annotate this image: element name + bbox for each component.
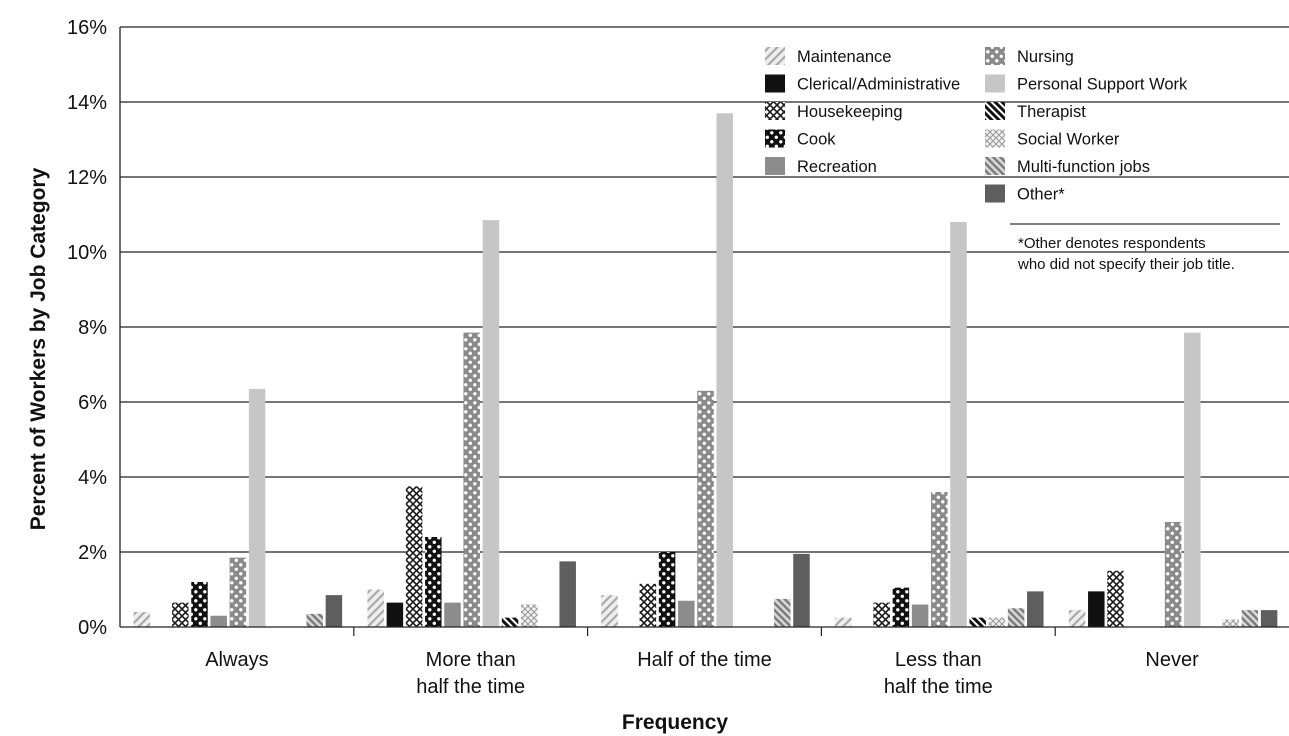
x-category-label: Half of the time — [637, 649, 772, 671]
y-tick-label: 10% — [67, 242, 107, 264]
bar-personal-support-work — [482, 220, 500, 627]
y-tick-label: 12% — [67, 167, 107, 189]
legend-swatch-multi-function-jobs — [985, 157, 1005, 175]
bar-multi-function-jobs — [1241, 610, 1259, 627]
bar-personal-support-work — [1184, 332, 1201, 627]
bar-therapist — [501, 617, 519, 627]
bar-maintenance — [1068, 610, 1086, 627]
bar-multi-function-jobs — [1007, 608, 1025, 627]
bar-cook — [425, 537, 442, 627]
bar-personal-support-work — [716, 113, 733, 627]
footnote-line: who did not specify their job title. — [1017, 256, 1235, 273]
y-tick-label: 6% — [78, 392, 107, 414]
bar-housekeeping — [405, 486, 423, 627]
bar-other — [325, 595, 343, 627]
legend-swatch-therapist — [985, 102, 1005, 120]
legend-swatch-social-worker — [985, 129, 1005, 148]
y-tick-label: 2% — [78, 542, 107, 564]
x-category-label: Less than half the time — [884, 649, 993, 698]
bar-multi-function-jobs — [306, 613, 323, 627]
y-axis-title: Percent of Workers by Job Category — [27, 167, 50, 530]
legend-swatch-personal-support-work — [985, 74, 1005, 93]
y-tick-label: 8% — [78, 317, 107, 339]
bar-recreation — [210, 615, 227, 627]
x-category-label: More than half the time — [416, 649, 525, 698]
legend-swatch-nursing — [985, 47, 1005, 65]
bar-maintenance — [133, 612, 151, 627]
bar-maintenance — [367, 589, 384, 627]
x-axis-title: Frequency — [622, 711, 729, 734]
legend-label-therapist: Therapist — [1017, 103, 1086, 121]
bar-personal-support-work — [248, 388, 266, 627]
x-axis-categories: Always More than half the time Half of the … — [205, 649, 1199, 698]
legend-label-other: Other* — [1017, 186, 1065, 204]
bar-other — [559, 561, 576, 627]
bar-housekeeping — [1107, 570, 1124, 627]
x-category-label: Always — [205, 649, 268, 671]
bar-maintenance — [601, 595, 618, 627]
bars — [133, 113, 1278, 627]
bar-clerical-administrative — [1088, 591, 1105, 627]
legend-swatch-cook — [765, 129, 785, 148]
y-tick-label: 16% — [67, 17, 107, 39]
legend-swatch-recreation — [765, 157, 785, 175]
legend-label-maintenance: Maintenance — [797, 48, 891, 66]
bar-other — [1027, 591, 1044, 627]
bar-housekeeping — [873, 602, 890, 627]
axes — [119, 27, 1289, 636]
bar-nursing — [697, 390, 714, 627]
legend-label-social-worker: Social Worker — [1017, 131, 1120, 149]
bar-therapist — [969, 617, 986, 627]
legend-swatch-other — [985, 184, 1005, 203]
legend-label-cook: Cook — [797, 131, 836, 149]
legend-label-personal-support-work: Personal Support Work — [1017, 76, 1188, 94]
bar-cook — [191, 582, 208, 627]
y-tick-label: 14% — [67, 92, 107, 114]
y-tick-label: 0% — [78, 617, 107, 639]
bar-cook — [892, 587, 910, 627]
bar-other — [793, 553, 810, 627]
bar-social-worker — [1222, 619, 1239, 627]
bar-social-worker — [521, 604, 538, 627]
bar-maintenance — [835, 617, 852, 627]
footnote-line: *Other denotes respondents — [1018, 235, 1206, 252]
legend-swatch-maintenance — [765, 47, 785, 65]
y-axis-ticks: 0% 2% 4% 6% 8% 10% 12% 14% 16% — [67, 17, 107, 639]
bar-cook — [658, 552, 676, 627]
bar-housekeeping — [172, 602, 189, 627]
legend-label-clerical-administrative: Clerical/Administrative — [797, 76, 960, 94]
legend-label-housekeeping: Housekeeping — [797, 103, 903, 121]
x-category-label: Never — [1145, 649, 1199, 671]
bar-housekeeping — [639, 583, 657, 627]
bar-other — [1260, 610, 1278, 627]
bar-recreation — [678, 600, 695, 627]
bar-nursing — [1164, 522, 1182, 627]
bar-clerical-administrative — [386, 602, 404, 627]
bar-recreation — [911, 604, 929, 627]
bar-nursing — [463, 332, 480, 627]
bar-social-worker — [988, 617, 1006, 627]
legend-label-nursing: Nursing — [1017, 48, 1074, 66]
bar-nursing — [931, 492, 948, 627]
bar-recreation — [444, 602, 461, 627]
bar-multi-function-jobs — [774, 598, 791, 627]
legend: Maintenance Clerical/Administrative Housek… — [765, 47, 1280, 273]
legend-swatch-clerical-administrative — [765, 74, 785, 93]
y-tick-label: 4% — [78, 467, 107, 489]
legend-swatch-housekeeping — [765, 102, 785, 120]
legend-label-recreation: Recreation — [797, 158, 877, 176]
legend-label-multi-function-jobs: Multi-function jobs — [1017, 158, 1150, 176]
bar-personal-support-work — [950, 222, 967, 627]
bar-nursing — [229, 557, 247, 627]
